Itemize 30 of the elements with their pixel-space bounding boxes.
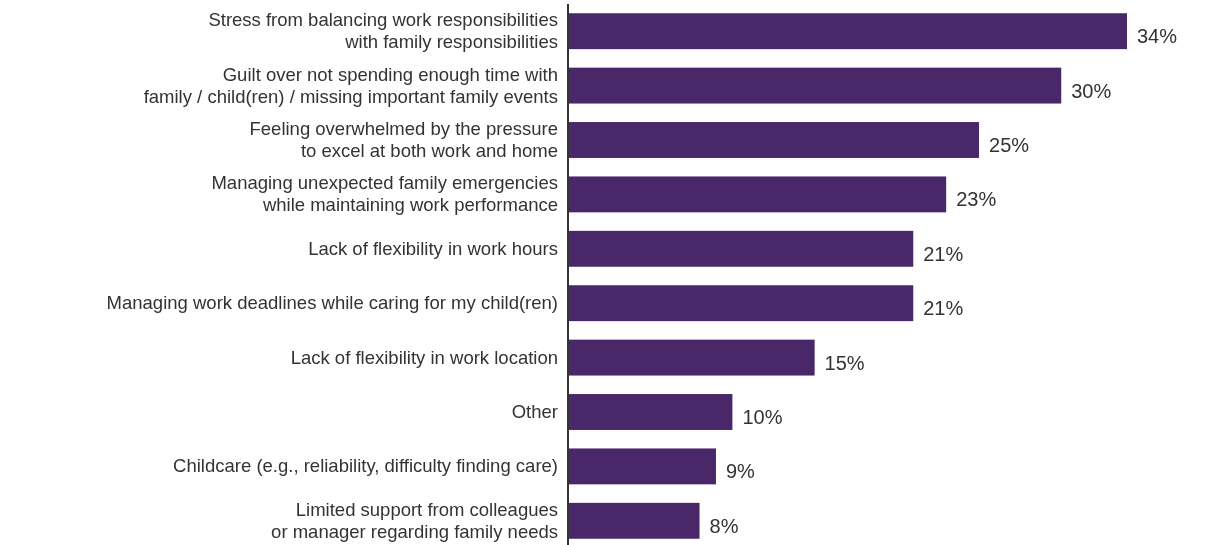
bar (568, 67, 1062, 104)
y-tick-label: Managing unexpected family emergencies while maintaining work performance (211, 172, 558, 216)
data-label: 21% (923, 242, 964, 265)
bar (568, 230, 914, 267)
data-label: 15% (824, 351, 865, 374)
y-tick-label: Other (511, 401, 558, 422)
y-tick-label: Stress from balancing work responsibilities with family responsibilities (208, 9, 558, 53)
bar (568, 13, 1127, 50)
bar (568, 448, 716, 485)
data-label: 9% (725, 460, 756, 483)
bar (568, 285, 914, 322)
data-label: 23% (956, 188, 997, 211)
y-tick-label: Childcare (e.g., reliability, difficulty finding care) (173, 455, 558, 477)
bar (568, 502, 700, 539)
bar (568, 339, 815, 376)
y-tick-label: Lack of flexibility in work location (290, 346, 558, 368)
data-label: 10% (742, 406, 783, 428)
data-label: 8% (709, 514, 739, 537)
y-tick-label: Managing work deadlines while caring for my child(ren) (106, 292, 558, 314)
data-label: 30% (1071, 79, 1112, 102)
bar (568, 394, 733, 430)
bar (568, 176, 947, 213)
data-label: 21% (923, 297, 964, 320)
data-label: 34% (1137, 25, 1178, 48)
y-tick-label: Lack of flexibility in work hours (308, 237, 558, 259)
data-label: 25% (989, 134, 1030, 156)
bar (568, 122, 980, 158)
y-tick-label: Limited support from colleagues or manager regarding family needs (271, 498, 558, 542)
y-tick-label: Guilt over not spending enough time with family / child(ren) / missing important family events (143, 63, 558, 107)
y-tick-label: Feeling overwhelmed by the pressure to excel at both work and home (249, 118, 558, 161)
